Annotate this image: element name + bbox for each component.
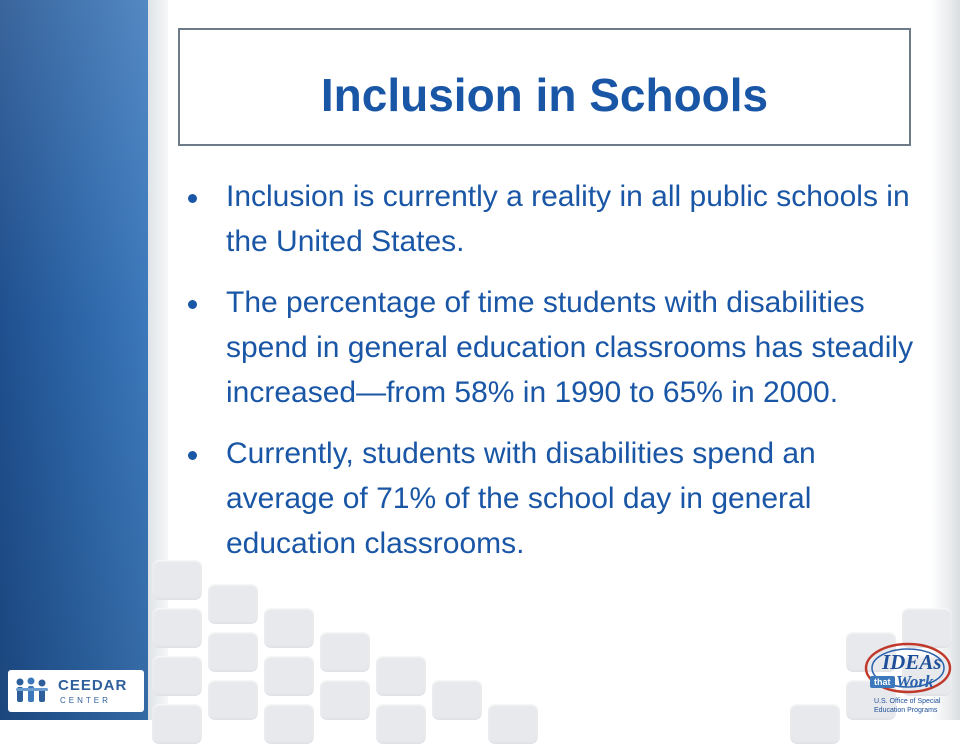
decorative-tile <box>790 704 840 744</box>
decorative-tile <box>152 656 202 696</box>
decorative-tile <box>902 608 952 648</box>
bullet-dot-icon <box>188 300 197 309</box>
decorative-tile <box>376 704 426 744</box>
people-figures-icon <box>16 677 48 702</box>
bullet-item: Currently, students with disabilities sp… <box>186 431 916 566</box>
ceedar-subtitle: CENTER <box>60 696 111 705</box>
decorative-tile <box>152 560 202 600</box>
decorative-tile <box>432 680 482 720</box>
decorative-tile <box>488 704 538 744</box>
decorative-tile-pattern <box>150 548 960 744</box>
decorative-tile <box>320 632 370 672</box>
decorative-tile <box>152 608 202 648</box>
decorative-tile <box>208 680 258 720</box>
bullet-dot-icon <box>188 451 197 460</box>
ceedar-name: CEEDAR <box>58 677 128 694</box>
decorative-tile <box>264 656 314 696</box>
decorative-tile <box>208 632 258 672</box>
bullet-text: Currently, students with disabilities sp… <box>226 437 816 560</box>
left-fade-band <box>148 0 168 720</box>
bullet-list: Inclusion is currently a reality in all … <box>186 174 916 582</box>
decorative-tile <box>264 704 314 744</box>
right-edge-shadow <box>930 0 960 720</box>
ceedar-logo: CEEDAR CENTER <box>8 670 144 712</box>
title-box: Inclusion in Schools <box>178 28 911 146</box>
left-decorative-band <box>0 0 148 720</box>
osep-line-2: Education Programs <box>874 707 938 714</box>
ideas-swoosh-icon <box>864 642 952 694</box>
bullet-text: The percentage of time students with dis… <box>226 286 914 409</box>
ideas-text: IDEAs <box>882 650 942 674</box>
ideas-that-work-logo: IDEAs that Work U.S. Office of Special E… <box>858 636 956 718</box>
work-text: Work <box>896 672 934 691</box>
slide-title: Inclusion in Schools <box>320 69 769 121</box>
bullet-item: Inclusion is currently a reality in all … <box>186 174 916 264</box>
bullet-item: The percentage of time students with dis… <box>186 280 916 415</box>
decorative-tile <box>152 704 202 744</box>
that-text: that <box>870 676 895 688</box>
decorative-tile <box>376 656 426 696</box>
bullet-dot-icon <box>188 194 197 203</box>
decorative-tile <box>264 608 314 648</box>
decorative-tile <box>320 680 370 720</box>
decorative-tile <box>208 584 258 624</box>
osep-line-1: U.S. Office of Special <box>874 698 941 705</box>
bullet-text: Inclusion is currently a reality in all … <box>226 180 910 258</box>
